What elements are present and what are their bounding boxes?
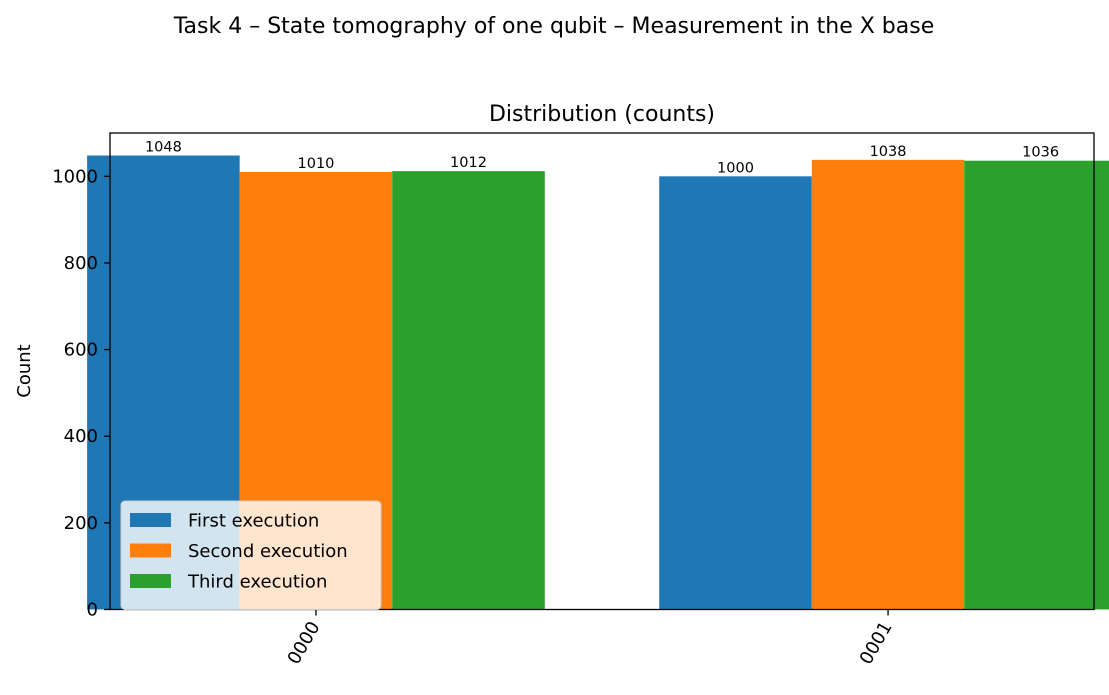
bars-group — [87, 155, 1109, 610]
y-tick-label: 0 — [87, 600, 98, 621]
legend-swatch — [130, 513, 171, 527]
legend-label: First execution — [188, 511, 319, 532]
data-label: 1048 — [145, 140, 182, 156]
y-tick-label: 600 — [64, 340, 98, 361]
y-axis: 0 200 400 600 800 1000 — [52, 166, 110, 621]
y-tick-label: 400 — [64, 426, 98, 447]
legend-label: Third execution — [187, 572, 327, 593]
plot-frame — [109, 132, 1095, 611]
legend-swatch — [130, 574, 171, 588]
data-label: 1010 — [298, 156, 335, 172]
y-tick-label: 800 — [64, 253, 98, 274]
figure-suptitle: Task 4 – State tomography of one qubit –… — [173, 14, 934, 39]
bar-0001-series-3 — [964, 160, 1109, 610]
legend-frame — [120, 500, 382, 610]
plot-area: Distribution (counts) Count 1048 1000 1010… — [14, 102, 1109, 668]
legend-swatch — [130, 543, 171, 558]
y-tick-label: 200 — [64, 513, 98, 534]
data-label: 1038 — [870, 144, 907, 160]
data-label: 1000 — [717, 160, 754, 176]
y-axis-label: Count — [14, 344, 35, 397]
bar-0001-series-2 — [811, 159, 965, 610]
data-label: 1036 — [1022, 145, 1059, 161]
legend: First execution Second execution Third exe… — [120, 500, 382, 610]
bar-0000-series-3 — [392, 171, 545, 610]
bar-0001-series-1 — [659, 176, 812, 610]
chart-title: Distribution (counts) — [489, 102, 715, 127]
data-label: 1012 — [450, 155, 487, 171]
bar-labels-group: 1048 1000 1010 1038 1012 1036 — [145, 140, 1059, 177]
y-tick-label: 1000 — [52, 166, 98, 187]
legend-label: Second execution — [188, 541, 348, 562]
